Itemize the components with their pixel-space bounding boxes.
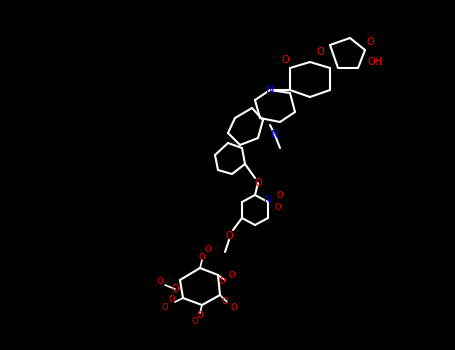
Text: O: O <box>366 37 374 47</box>
Text: O: O <box>231 303 238 313</box>
Text: N: N <box>266 85 274 95</box>
Text: O: O <box>316 47 324 57</box>
Text: N: N <box>264 195 272 205</box>
Text: O: O <box>219 278 225 287</box>
Text: O: O <box>169 295 175 304</box>
Text: O: O <box>254 178 262 188</box>
Text: O: O <box>205 245 211 254</box>
Text: O: O <box>277 190 283 199</box>
Text: O: O <box>199 253 205 262</box>
Text: O: O <box>157 278 163 287</box>
Text: O: O <box>162 303 168 313</box>
Text: O: O <box>281 55 289 65</box>
Text: N: N <box>271 130 279 140</box>
Text: O: O <box>222 298 228 307</box>
Text: O: O <box>275 203 281 212</box>
Text: OH: OH <box>368 57 383 67</box>
Text: O: O <box>171 284 179 294</box>
Text: O: O <box>197 310 203 320</box>
Text: O: O <box>192 317 198 327</box>
Text: O: O <box>225 231 233 241</box>
Text: O: O <box>229 271 235 280</box>
